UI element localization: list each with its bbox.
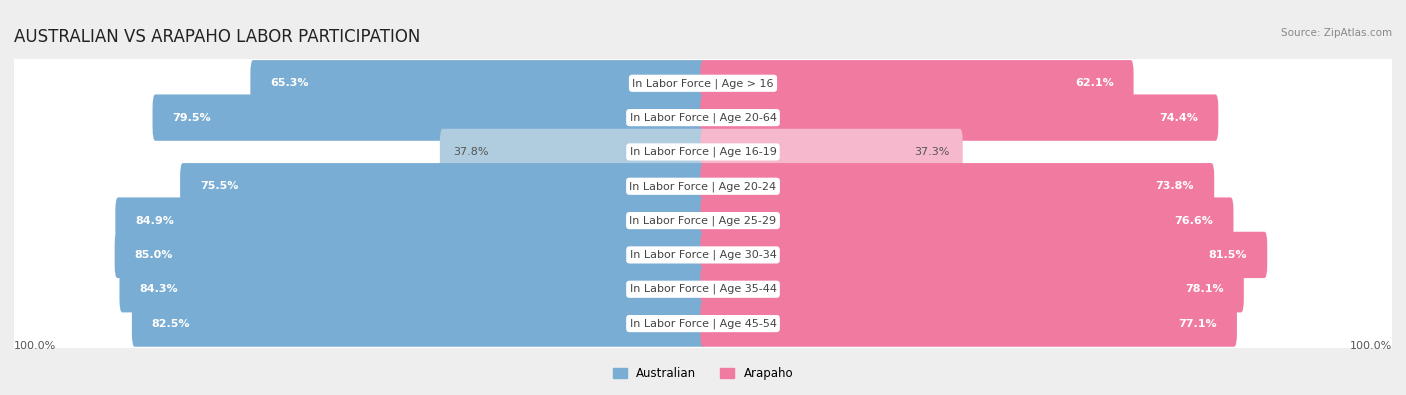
FancyBboxPatch shape <box>6 118 1400 186</box>
Text: 75.5%: 75.5% <box>200 181 239 191</box>
FancyBboxPatch shape <box>250 60 706 106</box>
Text: 84.9%: 84.9% <box>135 216 174 226</box>
FancyBboxPatch shape <box>700 60 1133 106</box>
FancyBboxPatch shape <box>6 83 1400 152</box>
FancyBboxPatch shape <box>700 129 963 175</box>
FancyBboxPatch shape <box>180 163 706 209</box>
Text: 81.5%: 81.5% <box>1209 250 1247 260</box>
FancyBboxPatch shape <box>115 232 706 278</box>
Text: AUSTRALIAN VS ARAPAHO LABOR PARTICIPATION: AUSTRALIAN VS ARAPAHO LABOR PARTICIPATIO… <box>14 28 420 46</box>
Text: In Labor Force | Age > 16: In Labor Force | Age > 16 <box>633 78 773 88</box>
FancyBboxPatch shape <box>700 301 1237 347</box>
Text: In Labor Force | Age 25-29: In Labor Force | Age 25-29 <box>630 215 776 226</box>
Text: In Labor Force | Age 30-34: In Labor Force | Age 30-34 <box>630 250 776 260</box>
FancyBboxPatch shape <box>6 290 1400 358</box>
Text: 76.6%: 76.6% <box>1174 216 1213 226</box>
FancyBboxPatch shape <box>700 198 1233 244</box>
Text: 100.0%: 100.0% <box>14 341 56 351</box>
FancyBboxPatch shape <box>120 266 706 312</box>
Text: 78.1%: 78.1% <box>1185 284 1223 294</box>
Text: In Labor Force | Age 16-19: In Labor Force | Age 16-19 <box>630 147 776 157</box>
Text: 77.1%: 77.1% <box>1178 319 1218 329</box>
FancyBboxPatch shape <box>6 186 1400 255</box>
Text: 65.3%: 65.3% <box>270 78 309 88</box>
Text: 84.3%: 84.3% <box>139 284 179 294</box>
FancyBboxPatch shape <box>6 152 1400 220</box>
FancyBboxPatch shape <box>132 301 706 347</box>
FancyBboxPatch shape <box>700 163 1215 209</box>
FancyBboxPatch shape <box>700 266 1244 312</box>
Text: In Labor Force | Age 20-64: In Labor Force | Age 20-64 <box>630 112 776 123</box>
FancyBboxPatch shape <box>6 255 1400 324</box>
Text: 74.4%: 74.4% <box>1160 113 1198 122</box>
Text: 62.1%: 62.1% <box>1074 78 1114 88</box>
Text: In Labor Force | Age 35-44: In Labor Force | Age 35-44 <box>630 284 776 295</box>
FancyBboxPatch shape <box>6 221 1400 289</box>
Text: 37.8%: 37.8% <box>453 147 488 157</box>
Text: 82.5%: 82.5% <box>152 319 190 329</box>
FancyBboxPatch shape <box>152 94 706 141</box>
Text: In Labor Force | Age 20-24: In Labor Force | Age 20-24 <box>630 181 776 192</box>
Text: Source: ZipAtlas.com: Source: ZipAtlas.com <box>1281 28 1392 38</box>
FancyBboxPatch shape <box>440 129 706 175</box>
FancyBboxPatch shape <box>6 49 1400 117</box>
FancyBboxPatch shape <box>115 198 706 244</box>
Text: In Labor Force | Age 45-54: In Labor Force | Age 45-54 <box>630 318 776 329</box>
Text: 79.5%: 79.5% <box>173 113 211 122</box>
FancyBboxPatch shape <box>700 94 1219 141</box>
FancyBboxPatch shape <box>700 232 1267 278</box>
Legend: Australian, Arapaho: Australian, Arapaho <box>607 363 799 385</box>
Text: 85.0%: 85.0% <box>135 250 173 260</box>
Text: 100.0%: 100.0% <box>1350 341 1392 351</box>
Text: 37.3%: 37.3% <box>914 147 949 157</box>
Text: 73.8%: 73.8% <box>1156 181 1194 191</box>
